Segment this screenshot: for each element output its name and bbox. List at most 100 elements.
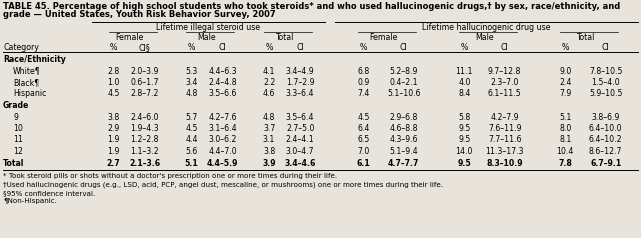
Text: 2.4: 2.4: [559, 78, 572, 87]
Text: 3.8: 3.8: [263, 147, 275, 156]
Text: 4.6: 4.6: [263, 89, 275, 99]
Text: 9.5: 9.5: [458, 124, 470, 133]
Text: Male: Male: [475, 33, 494, 42]
Text: 9: 9: [13, 113, 18, 122]
Text: %: %: [265, 43, 273, 52]
Text: 4.7–7.7: 4.7–7.7: [388, 159, 419, 168]
Text: 3.7: 3.7: [263, 124, 275, 133]
Text: 3.9: 3.9: [262, 159, 276, 168]
Text: 4.4–7.0: 4.4–7.0: [208, 147, 237, 156]
Text: 8.1: 8.1: [559, 135, 572, 144]
Text: 1.9: 1.9: [108, 147, 120, 156]
Text: Hispanic: Hispanic: [13, 89, 46, 99]
Text: 8.0: 8.0: [559, 124, 571, 133]
Text: 3.4–4.6: 3.4–4.6: [285, 159, 316, 168]
Text: 11: 11: [13, 135, 23, 144]
Text: 0.4–2.1: 0.4–2.1: [389, 78, 418, 87]
Text: 1.5–4.0: 1.5–4.0: [592, 78, 620, 87]
Text: 4.2–7.9: 4.2–7.9: [490, 113, 519, 122]
Text: 2.9: 2.9: [108, 124, 120, 133]
Text: 10: 10: [13, 124, 23, 133]
Text: CI: CI: [400, 43, 408, 52]
Text: 4.5: 4.5: [357, 113, 369, 122]
Text: 7.6–11.9: 7.6–11.9: [488, 124, 521, 133]
Text: 5.2–8.9: 5.2–8.9: [390, 66, 418, 75]
Text: 7.8–10.5: 7.8–10.5: [589, 66, 622, 75]
Text: Total: Total: [3, 159, 24, 168]
Text: 2.8–7.2: 2.8–7.2: [131, 89, 159, 99]
Text: 3.1: 3.1: [263, 135, 275, 144]
Text: ¶Non-Hispanic.: ¶Non-Hispanic.: [3, 198, 57, 204]
Text: Black¶: Black¶: [13, 78, 39, 87]
Text: 6.4–10.0: 6.4–10.0: [589, 124, 622, 133]
Text: 1.0: 1.0: [108, 78, 120, 87]
Text: CI: CI: [602, 43, 610, 52]
Text: 2.4–4.8: 2.4–4.8: [208, 78, 237, 87]
Text: 3.8: 3.8: [108, 113, 120, 122]
Text: Lifetime illegal steroid use: Lifetime illegal steroid use: [156, 23, 260, 32]
Text: 11.1: 11.1: [456, 66, 473, 75]
Text: 2.4–6.0: 2.4–6.0: [131, 113, 159, 122]
Text: Lifetime hallucinogenic drug use: Lifetime hallucinogenic drug use: [422, 23, 551, 32]
Text: 4.2–7.6: 4.2–7.6: [208, 113, 237, 122]
Text: 2.8: 2.8: [108, 66, 120, 75]
Text: 4.5: 4.5: [185, 124, 197, 133]
Text: 2.2: 2.2: [263, 78, 275, 87]
Text: 5.8: 5.8: [458, 113, 470, 122]
Text: 2.0–3.9: 2.0–3.9: [131, 66, 159, 75]
Text: %: %: [110, 43, 117, 52]
Text: 10.4: 10.4: [556, 147, 574, 156]
Text: Race/Ethnicity: Race/Ethnicity: [3, 55, 66, 64]
Text: 2.9–6.8: 2.9–6.8: [390, 113, 418, 122]
Text: 2.1–3.6: 2.1–3.6: [129, 159, 160, 168]
Text: 7.7–11.6: 7.7–11.6: [488, 135, 521, 144]
Text: 9.5: 9.5: [458, 159, 471, 168]
Text: 3.4–4.9: 3.4–4.9: [286, 66, 315, 75]
Text: 5.1: 5.1: [559, 113, 572, 122]
Text: 5.9–10.5: 5.9–10.5: [589, 89, 622, 99]
Text: 2.7–5.0: 2.7–5.0: [286, 124, 314, 133]
Text: 3.0–4.7: 3.0–4.7: [286, 147, 314, 156]
Text: 3.4: 3.4: [185, 78, 197, 87]
Text: 4.1: 4.1: [263, 66, 276, 75]
Text: Grade: Grade: [3, 101, 29, 110]
Text: CI: CI: [296, 43, 304, 52]
Text: 4.6–8.8: 4.6–8.8: [390, 124, 418, 133]
Text: 3.5–6.4: 3.5–6.4: [286, 113, 314, 122]
Text: 5.1: 5.1: [185, 159, 198, 168]
Text: 2.4–4.1: 2.4–4.1: [286, 135, 315, 144]
Text: 4.4: 4.4: [185, 135, 197, 144]
Text: 4.0: 4.0: [458, 78, 470, 87]
Text: Category: Category: [3, 43, 39, 52]
Text: 14.0: 14.0: [456, 147, 473, 156]
Text: 11.3–17.3: 11.3–17.3: [485, 147, 524, 156]
Text: 4.8: 4.8: [263, 113, 275, 122]
Text: 2.3–7.0: 2.3–7.0: [490, 78, 519, 87]
Text: 4.4–5.9: 4.4–5.9: [207, 159, 238, 168]
Text: 9.5: 9.5: [458, 135, 470, 144]
Text: 1.7–2.9: 1.7–2.9: [286, 78, 314, 87]
Text: White¶: White¶: [13, 66, 40, 75]
Text: CI§: CI§: [139, 43, 151, 52]
Text: 2.7: 2.7: [107, 159, 121, 168]
Text: 3.1–6.4: 3.1–6.4: [208, 124, 237, 133]
Text: 1.9: 1.9: [108, 135, 120, 144]
Text: 12: 12: [13, 147, 23, 156]
Text: 6.4: 6.4: [357, 124, 369, 133]
Text: 7.4: 7.4: [357, 89, 369, 99]
Text: 3.3–6.4: 3.3–6.4: [286, 89, 314, 99]
Text: grade — United States, Youth Risk Behavior Survey, 2007: grade — United States, Youth Risk Behavi…: [3, 10, 276, 19]
Text: Female: Female: [115, 33, 144, 42]
Text: CI: CI: [501, 43, 508, 52]
Text: 0.6–1.7: 0.6–1.7: [131, 78, 159, 87]
Text: 7.9: 7.9: [559, 89, 571, 99]
Text: CI: CI: [219, 43, 226, 52]
Text: 7.0: 7.0: [357, 147, 369, 156]
Text: 5.7: 5.7: [185, 113, 197, 122]
Text: %: %: [188, 43, 195, 52]
Text: %: %: [461, 43, 468, 52]
Text: 5.3: 5.3: [185, 66, 197, 75]
Text: 4.3–9.6: 4.3–9.6: [390, 135, 418, 144]
Text: 9.7–12.8: 9.7–12.8: [488, 66, 521, 75]
Text: 6.5: 6.5: [357, 135, 369, 144]
